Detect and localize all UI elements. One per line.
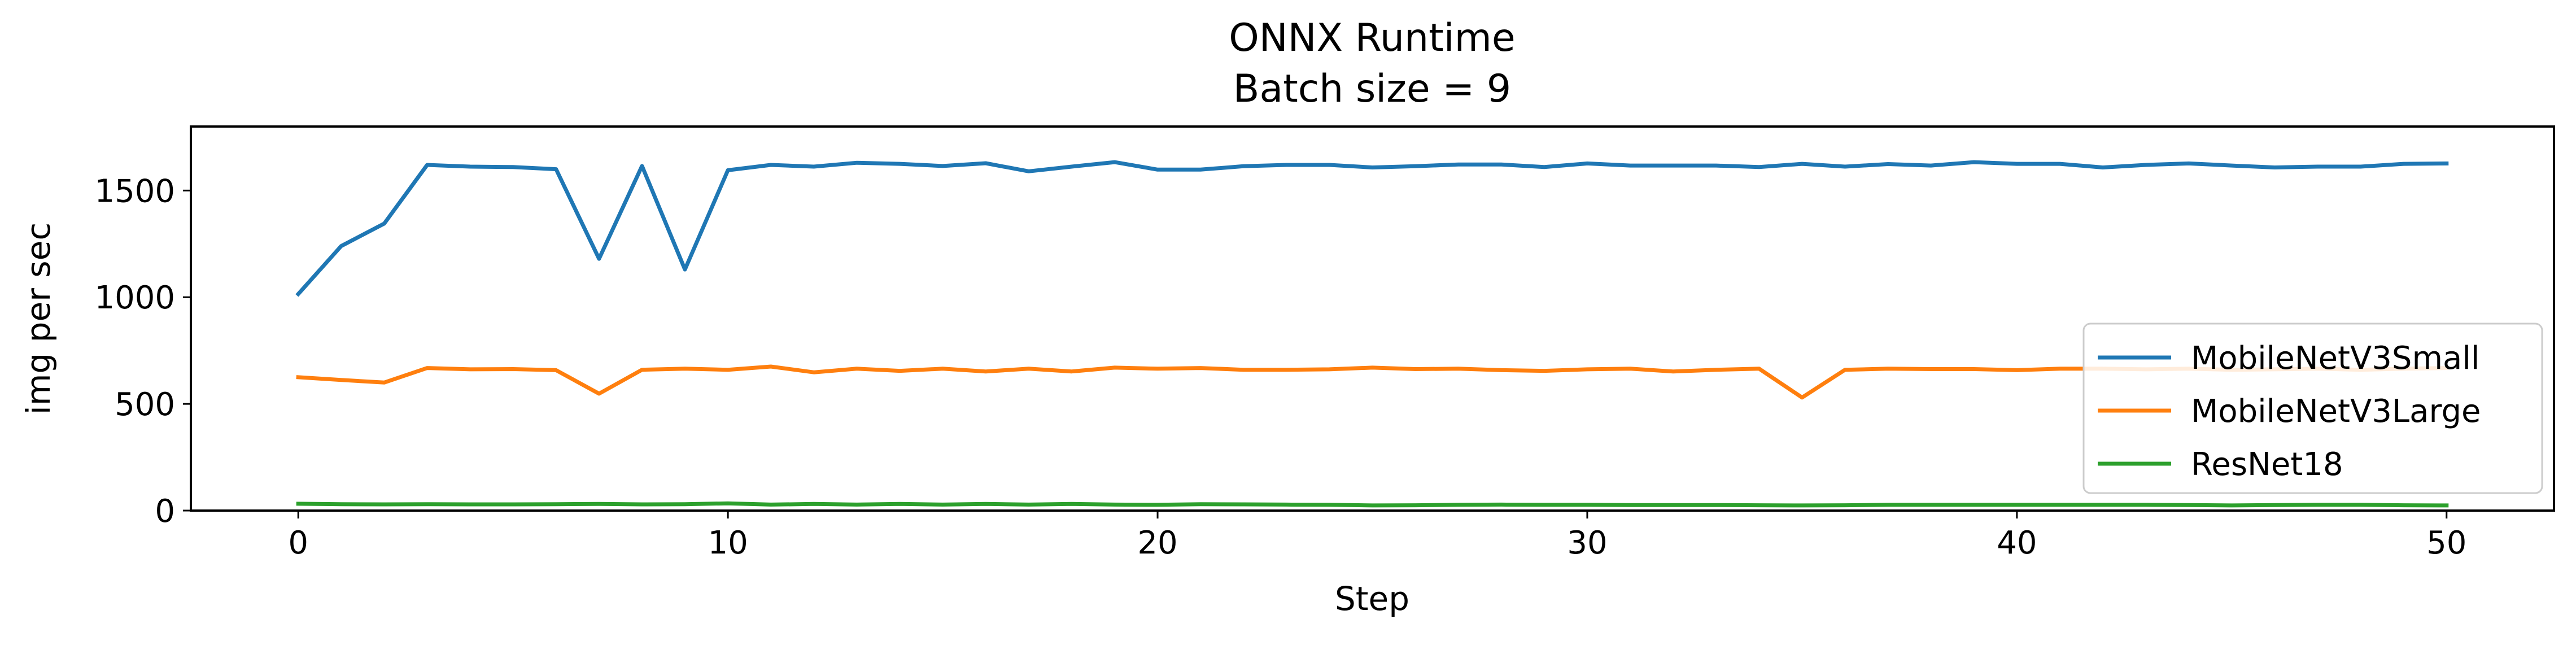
legend-label-2: ResNet18 bbox=[2191, 446, 2343, 483]
chart-title: ONNX Runtime bbox=[1229, 16, 1515, 60]
axes-frame bbox=[190, 125, 2555, 512]
legend-label-0: MobileNetV3Small bbox=[2191, 340, 2479, 377]
y-tick-label: 0 bbox=[155, 493, 175, 530]
chart-subtitle: Batch size = 9 bbox=[1233, 67, 1511, 111]
x-tick-label: 40 bbox=[1997, 525, 2037, 561]
x-tick-label: 20 bbox=[1137, 525, 1177, 561]
legend: MobileNetV3Small MobileNetV3Large ResNet18 bbox=[2082, 322, 2543, 494]
series-line-0 bbox=[295, 160, 2449, 297]
y-tick-label: 1500 bbox=[94, 173, 175, 210]
y-tick-label: 1000 bbox=[94, 280, 175, 316]
x-tick-label: 0 bbox=[288, 525, 308, 561]
legend-label-1: MobileNetV3Large bbox=[2191, 393, 2481, 430]
x-axis: 0 10 20 30 40 50 bbox=[288, 511, 2466, 561]
y-tick-label: 500 bbox=[115, 386, 175, 423]
y-axis: 0 500 1000 1500 bbox=[94, 173, 191, 530]
series-line-2 bbox=[296, 501, 2449, 508]
x-tick-label: 30 bbox=[1567, 525, 1607, 561]
y-axis-label: img per sec bbox=[19, 223, 58, 415]
x-tick-label: 50 bbox=[2426, 525, 2466, 561]
x-axis-label: Step bbox=[1335, 579, 1409, 618]
x-tick-label: 10 bbox=[708, 525, 748, 561]
legend-box bbox=[2082, 322, 2543, 494]
